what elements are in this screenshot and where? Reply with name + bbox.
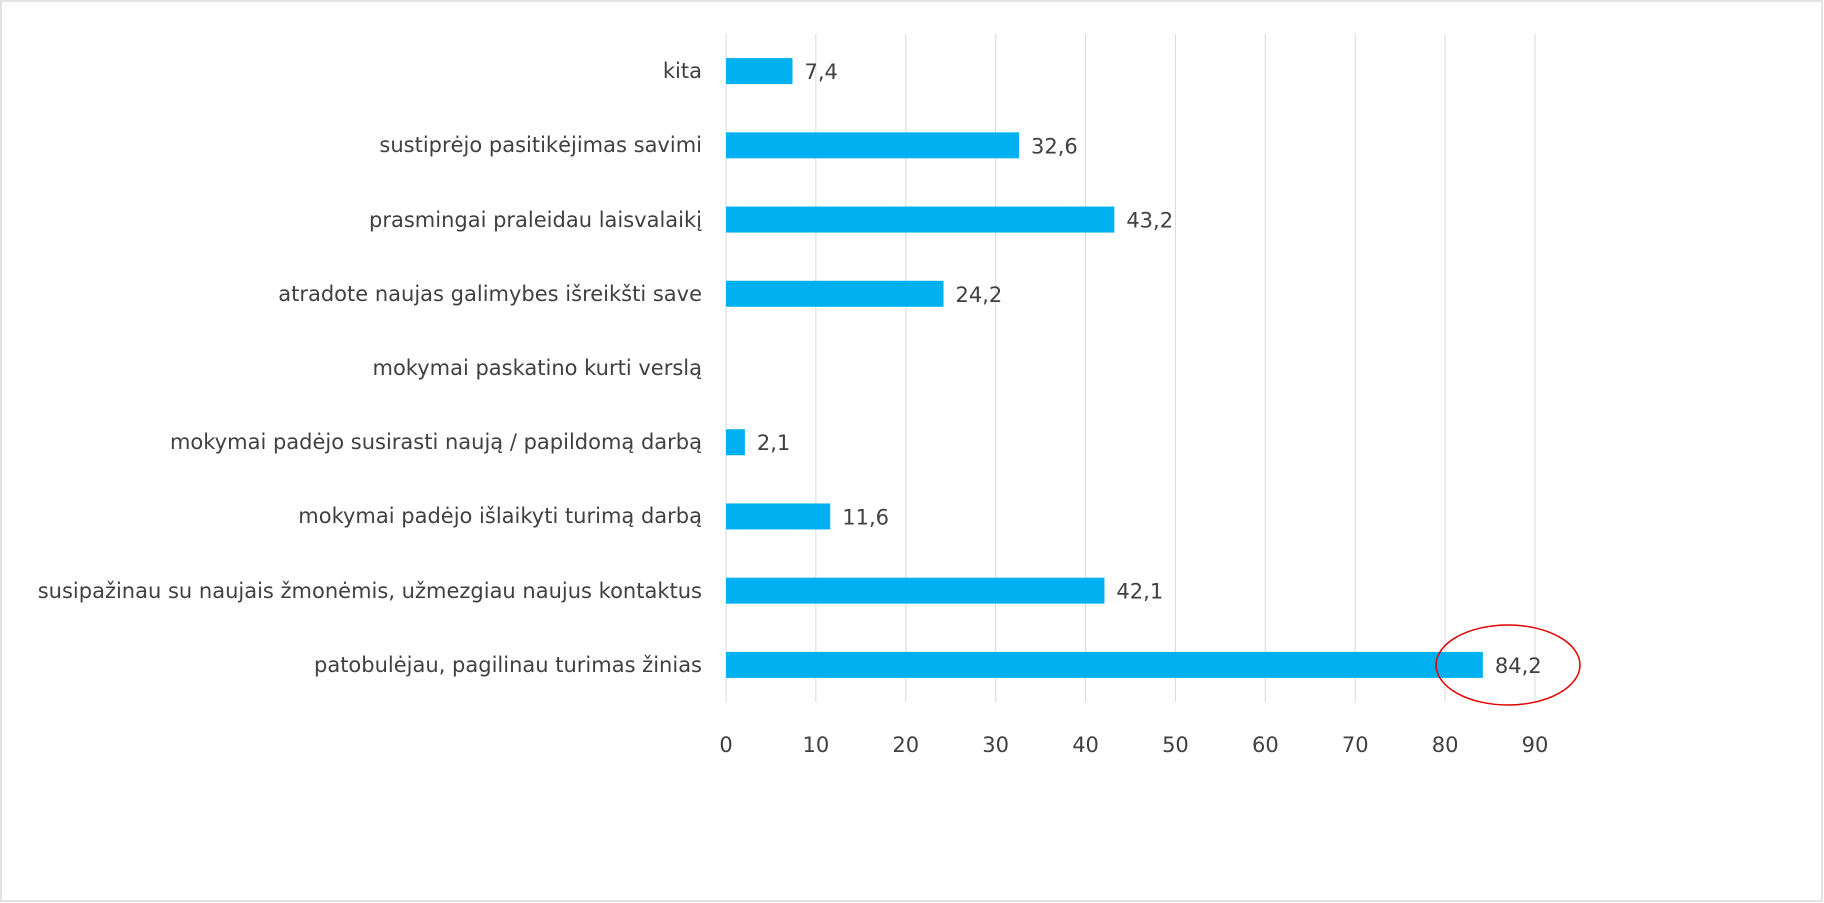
y-tick-label: prasmingai praleidau laisvalaikį (369, 207, 702, 232)
data-label: 43,2 (1126, 209, 1173, 233)
x-tick-label: 60 (1252, 733, 1279, 757)
y-tick-label: mokymai paskatino kurti verslą (372, 356, 702, 380)
x-tick-label: 40 (1072, 733, 1099, 757)
data-label: 32,6 (1031, 134, 1078, 158)
bar (726, 58, 793, 85)
bar (726, 280, 944, 307)
y-tick-label: susipažinau su naujais žmonėmis, užmezgi… (37, 578, 702, 603)
y-tick-label: kita (662, 59, 702, 84)
x-tick-label: 30 (982, 733, 1009, 757)
data-label: 2,1 (757, 431, 790, 455)
y-tick-label: patobulėjau, pagilinau turimas žinias (314, 652, 702, 677)
y-tick-label: sustiprėjo pasitikėjimas savimi (379, 133, 702, 158)
bar (726, 429, 745, 456)
bar (726, 503, 831, 530)
data-label: 11,6 (842, 505, 889, 529)
data-label: 42,1 (1116, 580, 1163, 604)
bar (726, 577, 1105, 604)
y-tick-label: mokymai padėjo išlaikyti turimą darbą (298, 504, 702, 529)
bar (726, 206, 1115, 233)
bar (726, 651, 1483, 678)
data-label: 84,2 (1495, 654, 1542, 678)
bar (726, 132, 1020, 159)
highlight-ellipse (1435, 624, 1581, 706)
y-tick-label: atradote naujas galimybes išreikšti save (278, 281, 702, 306)
x-tick-label: 70 (1342, 733, 1369, 757)
x-tick-label: 10 (803, 733, 830, 757)
y-tick-label: mokymai padėjo susirasti naują / papildo… (169, 430, 702, 455)
x-tick-label: 20 (892, 733, 919, 757)
data-label: 7,4 (805, 60, 838, 84)
x-tick-label: 50 (1162, 733, 1189, 757)
x-tick-label: 0 (719, 733, 732, 757)
x-tick-label: 90 (1522, 733, 1549, 757)
x-tick-label: 80 (1432, 733, 1459, 757)
data-label: 24,2 (956, 283, 1003, 307)
